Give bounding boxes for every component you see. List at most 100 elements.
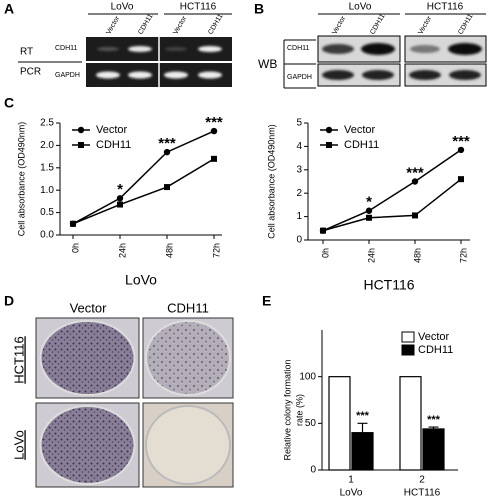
group-label: LoVo (349, 2, 372, 13)
marker (210, 127, 218, 135)
x-tick-label: 1 (348, 475, 354, 486)
y-tick-label: 1.5 (40, 162, 54, 173)
y-tick-label: 4 (296, 141, 302, 152)
bracket (283, 39, 316, 89)
blot-bands (322, 43, 482, 80)
y-tick-label: 50 (305, 418, 317, 429)
x-tick-label: 24h (117, 243, 127, 258)
legend-label: CDH11 (96, 139, 131, 151)
marker (365, 207, 373, 214)
significance: *** (427, 414, 441, 426)
legend-label: Vector (344, 124, 376, 136)
marker (163, 148, 171, 156)
legend-marker (326, 142, 332, 148)
column-label: CDH11 (167, 300, 209, 315)
y-axis-label: Cell absorbance (OD490nm) (266, 124, 276, 239)
bar (422, 428, 445, 471)
panel-letter: E (262, 293, 271, 309)
marker (164, 184, 170, 191)
lane-label: CDH11 (207, 13, 224, 36)
row-label: GAPDH (287, 74, 312, 81)
bar (328, 376, 351, 471)
legend-marker (325, 126, 333, 134)
x-tick-label: 72h (211, 243, 221, 258)
significance: *** (406, 164, 424, 181)
line (322, 149, 462, 232)
y-tick-label: 5 (296, 118, 302, 129)
x-axis-label: LoVo (125, 272, 157, 288)
marker (320, 227, 326, 234)
y-tick-label: 3 (296, 164, 302, 175)
x-tick-label: 0h (70, 243, 80, 253)
significance: *** (356, 410, 370, 422)
error-bar (357, 422, 368, 433)
marker (458, 176, 464, 183)
significance: *** (452, 133, 470, 150)
marker (457, 146, 465, 154)
marker (366, 214, 372, 221)
legend-marker (78, 142, 84, 148)
group-label: HCT116 (404, 488, 441, 499)
x-axis-label: HCT116 (363, 277, 414, 293)
error-bar (428, 426, 439, 429)
legend-label: Vector (96, 124, 128, 136)
lane-label: CDH11 (137, 13, 154, 36)
panel-letter: B (254, 1, 264, 17)
line (322, 178, 462, 232)
y-tick-label: 0.5 (40, 207, 54, 218)
line (72, 130, 215, 225)
row-label: HCT116 (11, 336, 26, 383)
legend-label: Vector (418, 331, 450, 343)
panel-letter: A (4, 1, 14, 17)
method-label: RT (20, 47, 33, 58)
marker (211, 155, 217, 162)
bar (351, 432, 374, 471)
lane-label: Vector (331, 15, 347, 36)
x-tick-label: 48h (164, 243, 174, 258)
y-tick-label: 0.0 (40, 230, 54, 241)
y-tick-label: 2.5 (40, 118, 54, 129)
line (72, 158, 215, 225)
marker (411, 178, 419, 185)
lane-label: Vector (417, 15, 433, 36)
significance: *** (158, 135, 176, 152)
marker (117, 201, 123, 208)
method-label: PCR (20, 67, 41, 78)
marker (116, 195, 124, 202)
column-label: Vector (70, 300, 108, 315)
row-label: CDH11 (287, 45, 310, 52)
lane-label: Vector (105, 15, 121, 36)
row-label: CDH11 (55, 45, 78, 52)
legend-swatch (401, 344, 415, 356)
panel-letter: C (4, 95, 14, 111)
row-label: LoVo (11, 430, 26, 460)
y-tick-label: 0 (310, 465, 316, 476)
x-tick-label: 2 (419, 475, 425, 486)
x-tick-label: 24h (366, 248, 376, 263)
y-axis-label: rate (%) (294, 394, 304, 426)
blot-row (404, 63, 487, 87)
y-tick-label: 2.0 (40, 140, 54, 151)
x-tick-label: 48h (412, 248, 422, 263)
y-tick-label: 2 (296, 188, 302, 199)
y-tick-label: 0 (296, 235, 302, 246)
group-label: HCT116 (180, 2, 217, 13)
method-label: WB (258, 57, 277, 71)
colony-plates (35, 317, 234, 488)
lane-label: CDH11 (369, 13, 386, 36)
panel-letter: D (4, 293, 14, 309)
y-tick-label: 1.0 (40, 185, 54, 196)
y-axis-label: Cell absorbance (OD490nm) (16, 122, 26, 237)
x-tick-label: 72h (458, 248, 468, 263)
lane-label: CDH11 (457, 13, 474, 36)
legend-label: CDH11 (418, 344, 453, 356)
marker (412, 212, 418, 219)
group-label: HCT116 (427, 2, 464, 13)
significance: * (117, 181, 123, 198)
legend-swatch (401, 331, 415, 343)
group-label: LoVo (340, 488, 363, 499)
bar (399, 376, 422, 471)
y-tick-label: 1 (296, 211, 302, 222)
row-label: GAPDH (55, 72, 80, 79)
